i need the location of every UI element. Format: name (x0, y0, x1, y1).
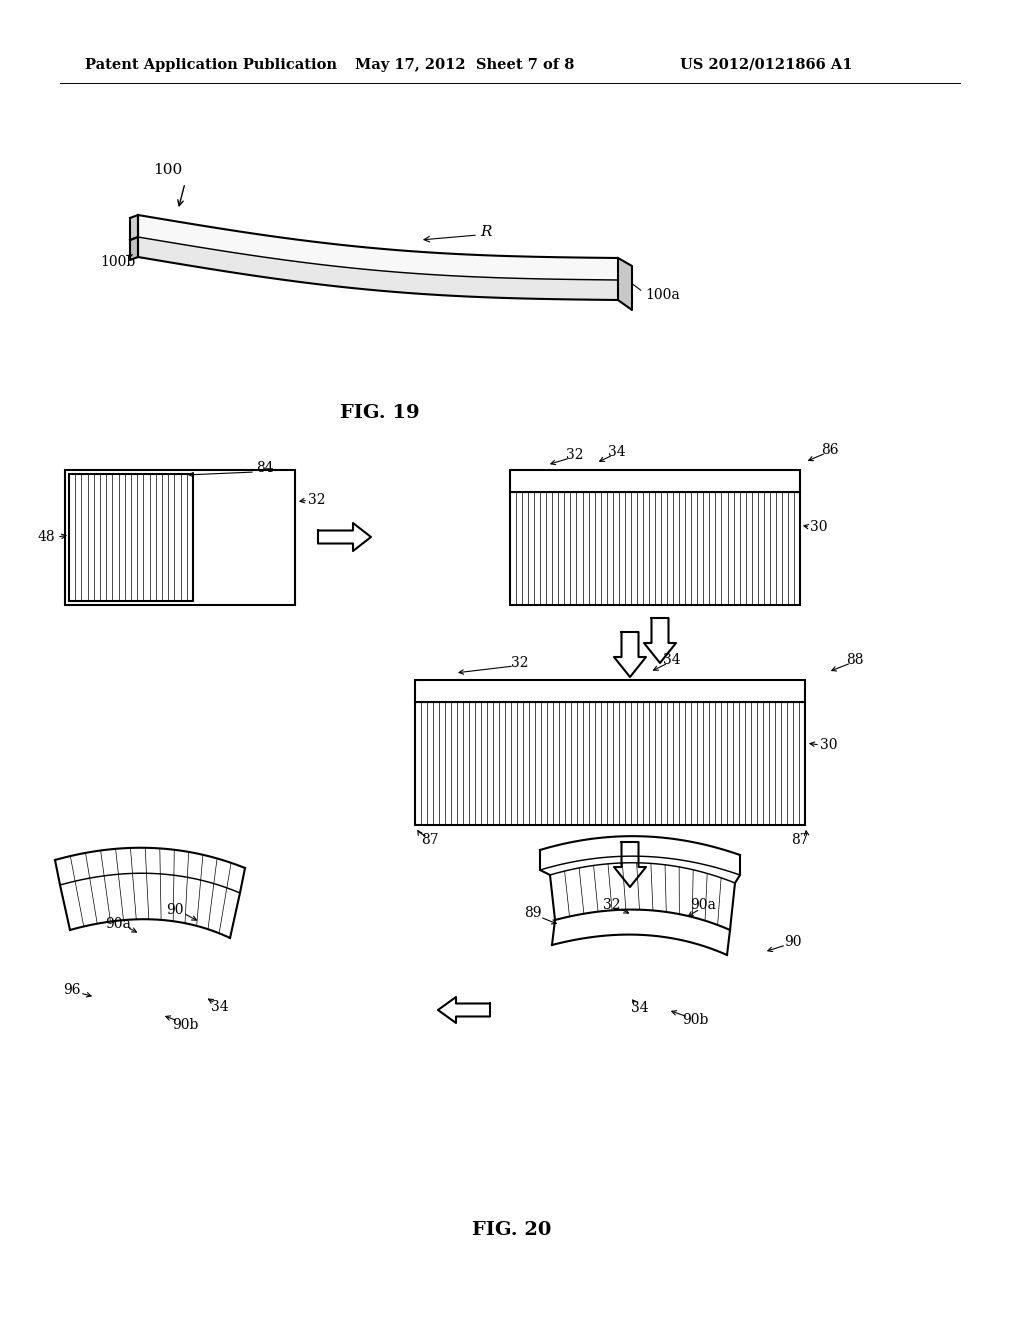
Text: 89: 89 (524, 906, 542, 920)
Text: 100a: 100a (645, 288, 680, 302)
Text: 32: 32 (511, 656, 528, 671)
Text: 34: 34 (211, 1001, 228, 1014)
Text: 34: 34 (664, 653, 681, 667)
Polygon shape (55, 847, 245, 939)
Text: 100: 100 (154, 162, 182, 177)
Polygon shape (130, 238, 138, 260)
Text: 32: 32 (308, 492, 326, 507)
Text: May 17, 2012  Sheet 7 of 8: May 17, 2012 Sheet 7 of 8 (355, 58, 574, 73)
Text: FIG. 19: FIG. 19 (340, 404, 420, 422)
Polygon shape (438, 997, 490, 1023)
Polygon shape (318, 523, 371, 550)
Polygon shape (138, 238, 618, 300)
Polygon shape (138, 215, 618, 280)
Bar (510, 470, 800, 492)
Text: 88: 88 (846, 653, 864, 667)
Text: 48: 48 (37, 531, 55, 544)
Text: 32: 32 (603, 898, 621, 912)
Polygon shape (614, 632, 646, 677)
Bar (415, 680, 805, 702)
Polygon shape (550, 863, 735, 931)
Text: 87: 87 (421, 833, 439, 847)
Text: 90b: 90b (172, 1018, 199, 1032)
Text: 30: 30 (810, 520, 827, 535)
Text: 86: 86 (821, 444, 839, 457)
Text: Patent Application Publication: Patent Application Publication (85, 58, 337, 73)
Text: R: R (480, 224, 492, 239)
Text: 84: 84 (256, 461, 273, 475)
Text: 90b: 90b (682, 1012, 709, 1027)
Bar (510, 492, 800, 605)
Bar (69, 474, 193, 601)
Text: 96: 96 (63, 983, 81, 997)
Polygon shape (614, 842, 646, 887)
Text: US 2012/0121866 A1: US 2012/0121866 A1 (680, 58, 853, 73)
Text: 100b: 100b (100, 255, 135, 269)
Text: 90a: 90a (105, 917, 131, 931)
Polygon shape (644, 618, 676, 663)
Text: 90: 90 (784, 935, 802, 949)
Text: 87: 87 (792, 833, 809, 847)
Text: 90: 90 (166, 903, 183, 917)
Text: 32: 32 (566, 447, 584, 462)
Text: 30: 30 (820, 738, 838, 752)
Bar (415, 702, 805, 825)
Polygon shape (130, 215, 138, 240)
Polygon shape (552, 909, 730, 954)
Polygon shape (540, 836, 740, 875)
Bar (65, 470, 295, 605)
Polygon shape (618, 257, 632, 310)
Text: 90a: 90a (690, 898, 716, 912)
Text: 34: 34 (608, 445, 626, 459)
Text: FIG. 20: FIG. 20 (472, 1221, 552, 1239)
Text: 34: 34 (631, 1001, 649, 1015)
